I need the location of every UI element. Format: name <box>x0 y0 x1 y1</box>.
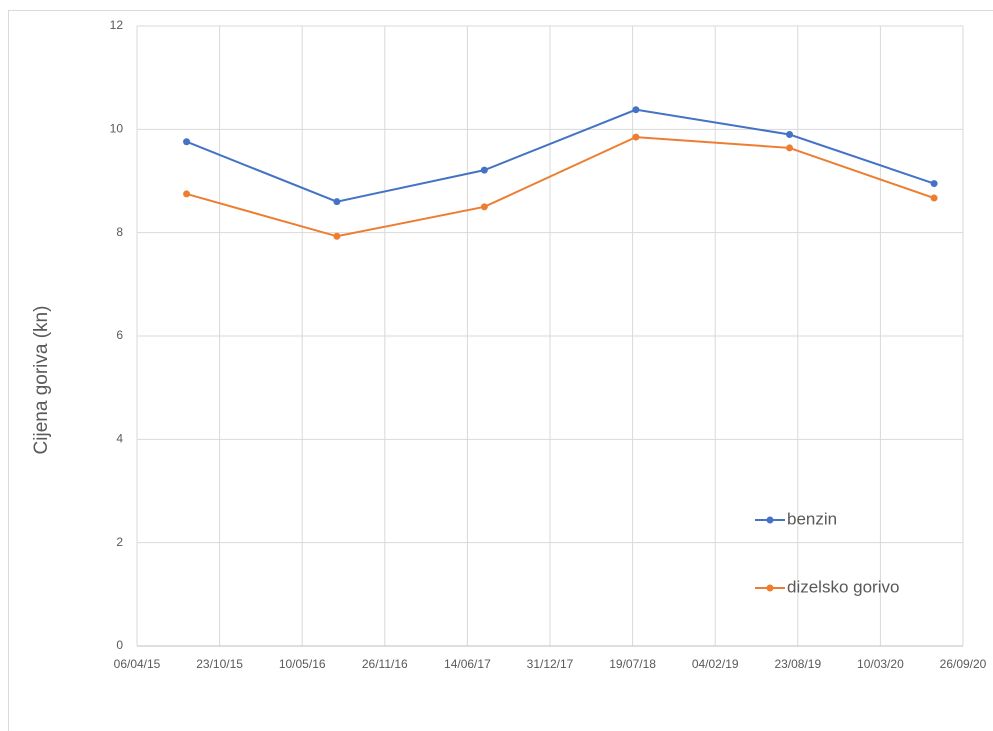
point <box>333 198 341 206</box>
x-tick-label: 23/08/19 <box>774 657 821 671</box>
y-tick-label: 4 <box>116 432 123 446</box>
point <box>786 144 794 152</box>
y-tick-label: 12 <box>110 18 124 32</box>
legend-label: benzin <box>787 509 837 528</box>
x-tick-label: 26/09/20 <box>940 657 987 671</box>
point <box>183 138 191 146</box>
point <box>930 194 938 202</box>
y-tick-label: 2 <box>116 535 123 549</box>
x-tick-label: 23/10/15 <box>196 657 243 671</box>
chart-border <box>8 10 993 731</box>
point <box>632 106 640 114</box>
y-tick-label: 8 <box>116 225 123 239</box>
series-line <box>186 136 935 238</box>
y-axis-label: Cijena goriva (kn) <box>31 306 52 455</box>
x-tick-label: 14/06/17 <box>444 657 491 671</box>
series-line <box>186 108 935 203</box>
y-tick-label: 10 <box>110 122 124 136</box>
point <box>632 133 640 141</box>
point <box>183 190 191 198</box>
y-tick-label: 0 <box>116 638 123 652</box>
x-tick-label: 06/04/15 <box>114 657 161 671</box>
point <box>930 180 938 188</box>
legend-label: dizelsko gorivo <box>787 577 899 596</box>
x-tick-label: 31/12/17 <box>527 657 574 671</box>
y-tick-label: 6 <box>116 328 123 342</box>
point <box>480 166 488 174</box>
point <box>786 131 794 138</box>
x-tick-label: 10/05/16 <box>279 657 326 671</box>
x-tick-label: 19/07/18 <box>609 657 656 671</box>
point <box>480 203 488 211</box>
point <box>333 232 341 240</box>
x-tick-label: 04/02/19 <box>692 657 739 671</box>
x-tick-label: 10/03/20 <box>857 657 904 671</box>
legend-marker <box>766 584 774 592</box>
legend-marker <box>766 516 774 524</box>
x-tick-label: 26/11/16 <box>362 657 408 671</box>
